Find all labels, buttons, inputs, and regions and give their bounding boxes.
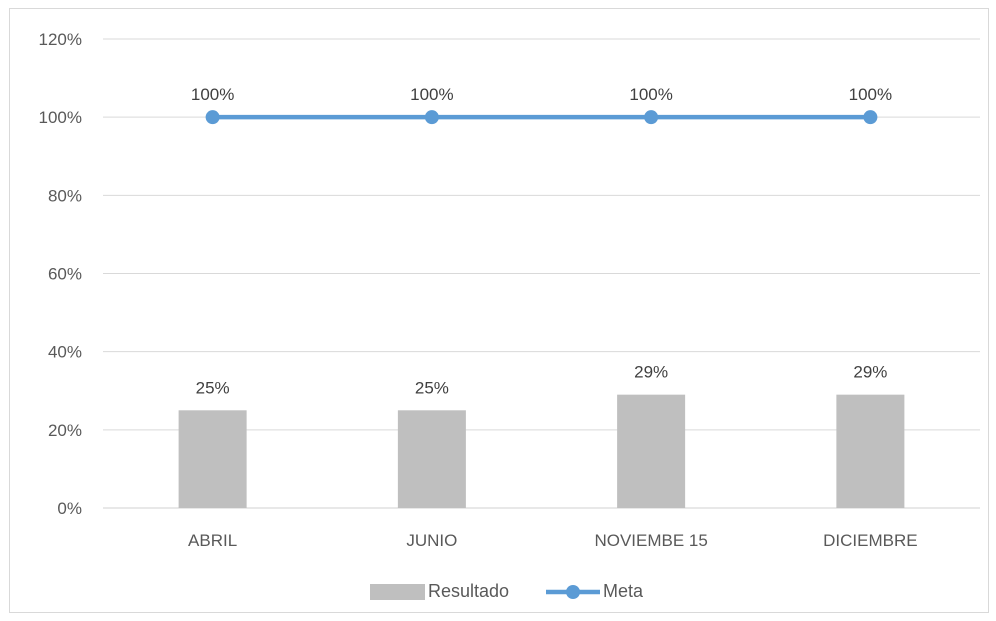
bar-resultado	[836, 394, 905, 508]
y-tick-label: 60%	[48, 265, 82, 284]
bar-data-label: 29%	[634, 363, 668, 382]
y-tick-label: 20%	[48, 421, 82, 440]
bar-resultado	[397, 410, 466, 508]
line-data-label: 100%	[191, 85, 234, 104]
marker-meta	[644, 110, 659, 125]
y-tick-label: 120%	[39, 30, 82, 49]
y-tick-label: 40%	[48, 343, 82, 362]
bar-data-label: 25%	[196, 378, 230, 397]
bar-resultado	[178, 410, 247, 508]
legend-label-resultado: Resultado	[428, 581, 509, 601]
line-data-label: 100%	[849, 85, 892, 104]
bar-resultado	[617, 394, 686, 508]
bar-data-label: 25%	[415, 378, 449, 397]
line-data-label: 100%	[629, 85, 672, 104]
legend-label-meta: Meta	[603, 581, 644, 601]
x-tick-label: ABRIL	[188, 531, 237, 550]
marker-meta	[205, 110, 220, 125]
y-tick-label: 100%	[39, 108, 82, 127]
x-tick-label: JUNIO	[406, 531, 457, 550]
y-tick-label: 0%	[57, 499, 82, 518]
y-tick-label: 80%	[48, 186, 82, 205]
chart-frame	[9, 8, 989, 613]
x-tick-label: DICIEMBRE	[823, 531, 917, 550]
legend-swatch-resultado	[370, 584, 425, 600]
marker-meta	[863, 110, 878, 125]
marker-meta	[424, 110, 439, 125]
legend-marker-meta	[566, 585, 580, 599]
bar-data-label: 29%	[853, 363, 887, 382]
x-tick-label: NOVIEMBE 15	[594, 531, 707, 550]
line-data-label: 100%	[410, 85, 453, 104]
